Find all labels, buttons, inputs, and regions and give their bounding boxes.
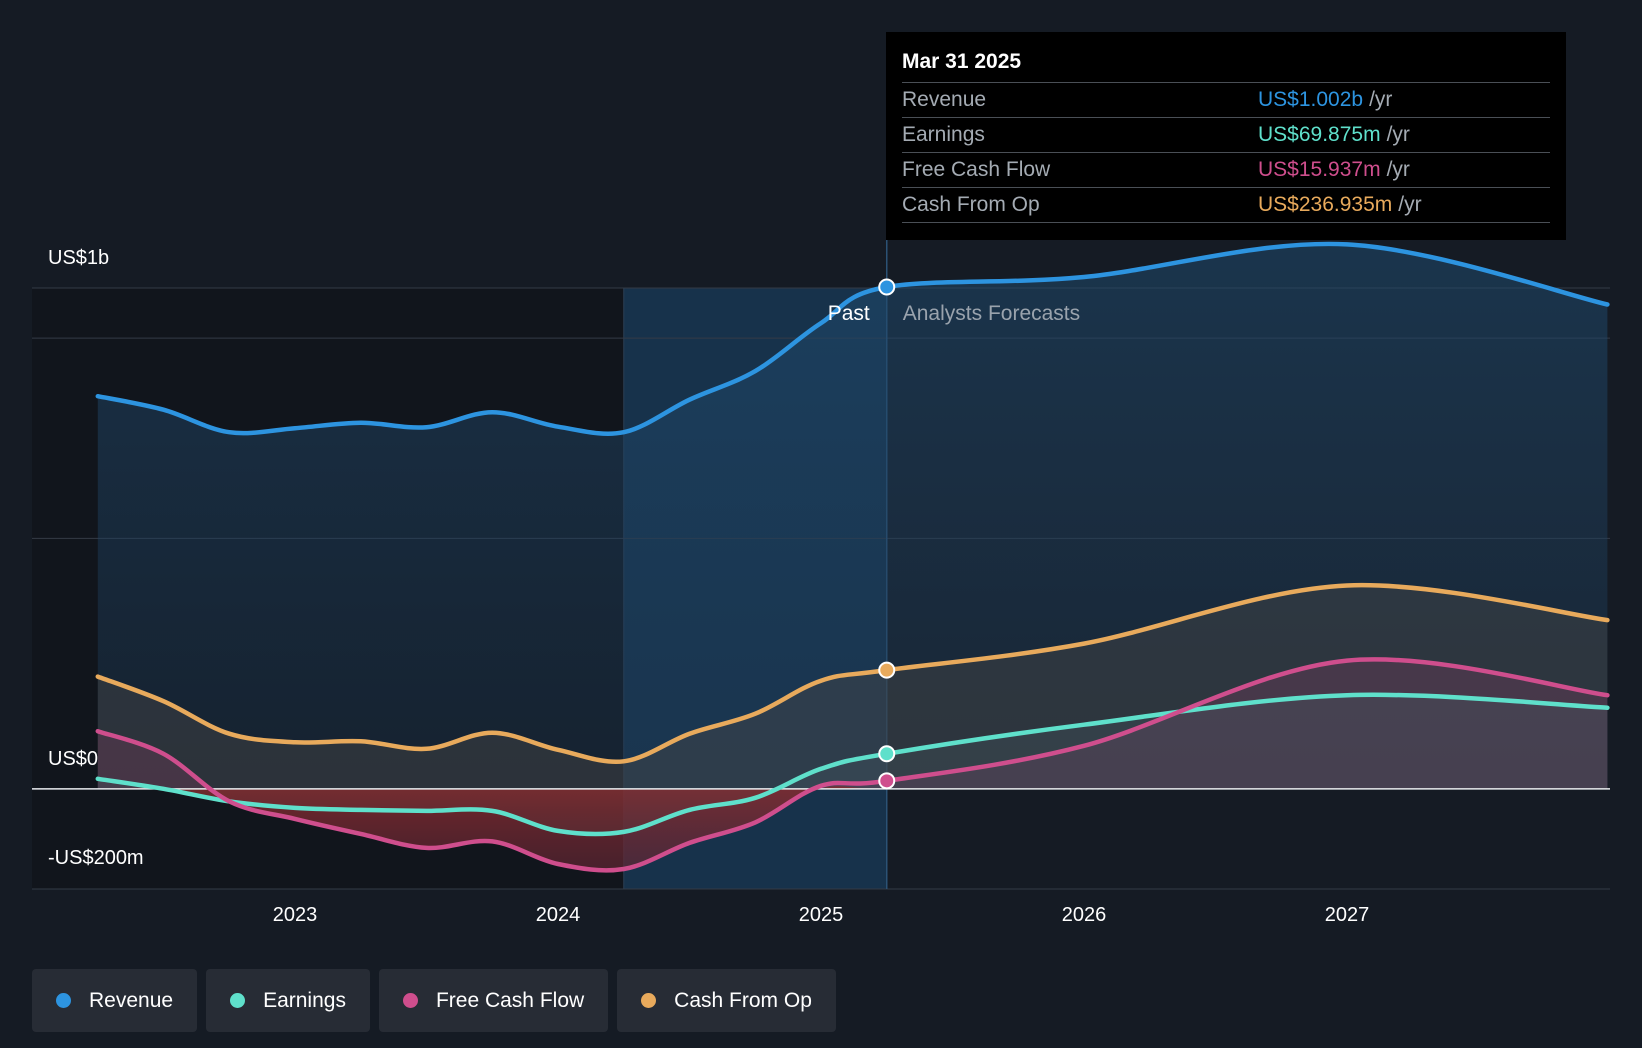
legend-item-cash-from-op[interactable]: Cash From Op: [617, 969, 836, 1032]
y-tick-label: US$0: [48, 748, 98, 770]
tooltip-row-free-cash-flow: Free Cash Flow US$15.937m /yr: [902, 153, 1550, 188]
tooltip-value: US$1.002b: [1258, 88, 1364, 111]
tooltip-value: US$69.875m: [1258, 123, 1381, 146]
free-cash-flow-line: [95, 657, 1610, 873]
negative-region-area: [97, 786, 1608, 871]
x-tick-label: 2025: [799, 904, 844, 926]
tooltip-date: Mar 31 2025: [902, 46, 1550, 83]
cash-from-op-marker: [878, 661, 896, 679]
x-tick-label: 2024: [536, 904, 581, 926]
tooltip-unit: /yr: [1398, 193, 1422, 216]
tooltip-label: Revenue: [902, 88, 987, 111]
x-tick-label: 2026: [1062, 904, 1107, 926]
free-cash-flow-marker: [878, 772, 896, 790]
legend-label: Earnings: [263, 988, 346, 1012]
tooltip-value: US$236.935m: [1258, 193, 1393, 216]
tooltip: Mar 31 2025 Revenue US$1.002b /yr Earnin…: [886, 32, 1566, 240]
earnings-line: [95, 692, 1610, 837]
y-tick-label: US$1b: [48, 247, 109, 269]
x-tick-label: 2023: [273, 904, 318, 926]
legend-label: Free Cash Flow: [435, 988, 585, 1012]
tooltip-unit: /yr: [1386, 123, 1410, 146]
tooltip-unit: /yr: [1369, 88, 1393, 111]
tooltip-label: Cash From Op: [902, 193, 1040, 216]
tooltip-row-revenue: Revenue US$1.002b /yr: [902, 83, 1550, 118]
free-cash-flow-dot-icon: [402, 993, 418, 1008]
legend: Revenue Earnings Free Cash Flow Cash Fro…: [32, 969, 836, 1032]
legend-item-earnings[interactable]: Earnings: [206, 969, 370, 1032]
cash-from-op-line: [95, 582, 1610, 765]
revenue-marker: [878, 278, 896, 296]
earnings-marker: [878, 745, 896, 763]
legend-label: Revenue: [89, 988, 174, 1012]
revenue-dot-icon: [56, 993, 71, 1008]
earnings-dot-icon: [230, 993, 246, 1008]
legend-label: Cash From Op: [674, 988, 812, 1012]
legend-item-revenue[interactable]: Revenue: [32, 969, 198, 1032]
chart-svg: US$1b US$0 -US$200m 2023 2024 2025 2026 2027 Pas…: [32, 240, 1610, 926]
tooltip-value: US$15.937m: [1258, 158, 1381, 181]
forecast-label: Analysts Forecasts: [903, 302, 1080, 325]
tooltip-label: Earnings: [902, 123, 985, 146]
legend-item-free-cash-flow[interactable]: Free Cash Flow: [378, 969, 609, 1032]
revenue-area: [97, 243, 1608, 789]
tooltip-unit: /yr: [1386, 158, 1410, 181]
tooltip-row-cash-from-op: Cash From Op US$236.935m /yr: [902, 188, 1550, 223]
revenue-line: [95, 241, 1610, 436]
cash-from-op-area: [97, 585, 1608, 789]
tooltip-label: Free Cash Flow: [902, 158, 1051, 181]
y-tick-label: -US$200m: [48, 847, 144, 869]
x-tick-label: 2027: [1325, 904, 1370, 926]
cash-from-op-dot-icon: [641, 993, 657, 1008]
past-label: Past: [828, 302, 870, 325]
tooltip-row-earnings: Earnings US$69.875m /yr: [902, 118, 1550, 153]
